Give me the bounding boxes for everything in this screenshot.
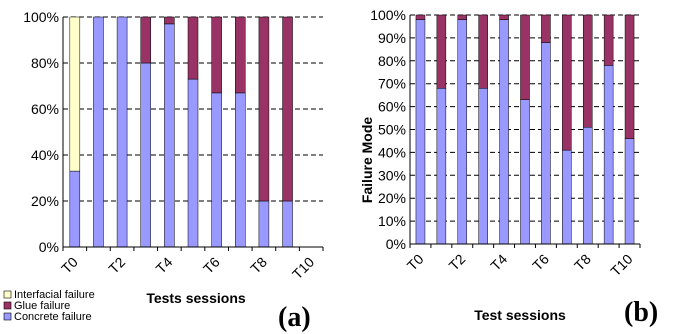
y-tick-label: 60% [31, 101, 59, 117]
chart-a-bars [69, 16, 293, 248]
chart-a-axes [62, 17, 324, 251]
y-tick-label: 60% [378, 99, 406, 115]
bar-segment [603, 14, 614, 66]
bar-segment [235, 92, 246, 248]
bar-segment [478, 14, 488, 89]
x-tick-label: T0 [58, 254, 81, 277]
y-tick-label: 100% [370, 7, 406, 23]
bar-segment [415, 14, 426, 20]
y-tick-label: 80% [31, 55, 59, 71]
x-tick-label: T8 [247, 254, 270, 277]
bar-segment [140, 16, 151, 64]
bar-segment [187, 78, 199, 248]
bar-segment [140, 62, 151, 248]
chart-a-panel-label: (a) [278, 302, 311, 333]
chart-b-bars [415, 14, 635, 245]
chart-b: 0% 10% 20% 30% 40% 50% 60% 70% 80% 90% 100% T0 T2 T4… [359, 7, 658, 328]
bar-segment [211, 92, 222, 248]
legend-swatch [3, 301, 12, 310]
chart-b-x-ticks: T0 T2 T4 T6 T8 T10 [404, 251, 636, 280]
legend-swatch [3, 290, 12, 299]
y-tick-label: 90% [378, 30, 406, 46]
x-tick-label: T2 [446, 251, 469, 274]
bar-segment [562, 149, 572, 245]
bar-segment [187, 16, 199, 80]
bar-segment [541, 42, 551, 245]
legend-label: Glue failure [14, 300, 70, 312]
y-tick-label: 40% [31, 147, 59, 163]
x-tick-label: T4 [153, 254, 176, 277]
y-tick-label: 20% [378, 190, 406, 206]
x-tick-label: T6 [529, 251, 552, 274]
chart-b-y-axis-title: Failure Mode [359, 117, 375, 204]
bar-segment [520, 99, 530, 245]
x-tick-label: T10 [607, 251, 636, 280]
bar-segment [436, 88, 447, 245]
y-tick-label: 10% [378, 213, 406, 229]
bar-segment [415, 19, 426, 245]
bar-segment [624, 14, 635, 139]
x-tick-label: T8 [571, 251, 594, 274]
y-tick-label: 50% [378, 122, 406, 138]
bar-segment [116, 16, 128, 248]
bar-segment [499, 14, 509, 20]
bar-segment [93, 16, 104, 248]
y-tick-label: 20% [31, 193, 59, 209]
y-tick-label: 80% [378, 53, 406, 69]
chart-b-axes [409, 15, 641, 248]
bar-segment [457, 19, 468, 245]
bar-segment [282, 200, 293, 248]
legend-label: Concrete failure [14, 311, 92, 323]
chart-a-x-axis-title: Tests sessions [146, 290, 246, 306]
y-tick-label: 0% [386, 236, 406, 252]
x-tick-label: T6 [200, 254, 223, 277]
bar-segment [478, 88, 488, 245]
bar-segment [562, 14, 572, 151]
legend-swatch [3, 312, 12, 321]
chart-b-panel-label: (b) [624, 297, 658, 328]
y-tick-label: 40% [378, 144, 406, 160]
y-tick-label: 0% [39, 239, 59, 255]
bar-segment [69, 170, 81, 248]
bar-segment [211, 16, 222, 94]
bar-segment [436, 14, 447, 89]
bar-segment [258, 16, 270, 202]
chart-a-x-ticks: T0 T2 T4 T6 T8 T10 [58, 254, 317, 283]
y-tick-label: 30% [378, 167, 406, 183]
bar-segment [258, 200, 270, 248]
x-tick-label: T10 [289, 254, 318, 283]
bar-segment [499, 19, 509, 245]
chart-a-y-ticks: 0% 20% 40% 60% 80% 100% [23, 9, 59, 255]
bar-segment [541, 14, 551, 43]
x-tick-label: T2 [105, 254, 128, 277]
x-tick-label: T0 [404, 251, 427, 274]
bar-segment [69, 16, 81, 172]
bar-segment [282, 16, 293, 202]
y-tick-label: 100% [23, 9, 59, 25]
bar-segment [624, 138, 635, 245]
y-tick-label: 70% [378, 76, 406, 92]
bar-segment [164, 16, 175, 25]
bar-segment [520, 14, 530, 100]
legend-label: Interfacial failure [14, 289, 95, 301]
chart-b-y-ticks: 0% 10% 20% 30% 40% 50% 60% 70% 80% 90% 100% [370, 7, 406, 252]
bar-segment [235, 16, 246, 94]
x-tick-label: T4 [487, 251, 510, 274]
chart-b-x-axis-title: Test sessions [474, 307, 566, 323]
chart-a: 0% 20% 40% 60% 80% 100% T0 T2 T4 T6 T8 T10 Tests s… [3, 9, 324, 333]
bar-segment [457, 14, 468, 20]
bar-segment [582, 126, 593, 245]
bar-segment [603, 65, 614, 245]
bar-segment [164, 23, 175, 248]
bar-segment [582, 14, 593, 128]
